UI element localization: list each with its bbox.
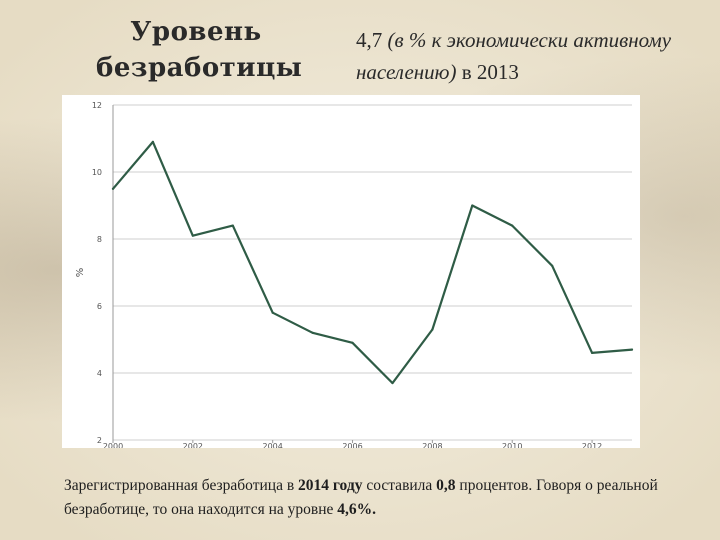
caption-real-value: 4,6%. (337, 501, 377, 518)
y-tick-label: 4 (97, 369, 102, 378)
data-point (431, 328, 434, 331)
caption-part-3: процентов. Говоря о реальной безработице… (64, 477, 658, 518)
data-point (551, 264, 554, 267)
data-point (590, 351, 594, 354)
y-tick-label: 8 (97, 235, 102, 244)
title-line-2: безработицы (96, 53, 303, 83)
data-point (391, 381, 394, 385)
x-tick-label: 2002 (183, 442, 203, 448)
x-tick-label: 2012 (582, 442, 602, 448)
data-point (151, 140, 155, 143)
data-point (271, 311, 274, 314)
data-point (311, 331, 314, 334)
title-line-1: Уровень (130, 17, 262, 47)
caption-registered-value: 0,8 (436, 477, 456, 494)
page-title: Уровень безработицы (96, 14, 303, 86)
page-subtitle: 4,7 (в % к экономически активному населе… (356, 24, 696, 88)
x-tick-label: 2006 (342, 442, 362, 448)
chart-panel: 2 4 6 8 10 12 2000 2002 2004 2006 2008 2010 2012% (62, 95, 640, 451)
x-tick-label: 2008 (422, 442, 442, 448)
data-point (191, 234, 194, 237)
subtitle-suffix: в 2013 (461, 60, 519, 84)
data-point (231, 224, 234, 227)
data-point (351, 341, 354, 344)
data-point (111, 187, 115, 190)
y-tick-label: 2 (97, 436, 102, 445)
caption-part-1: Зарегистрированная безработица в (64, 477, 299, 494)
data-point (471, 204, 474, 207)
data-point (630, 348, 634, 351)
subtitle-unit: (в % к экономически активному населению) (356, 28, 672, 84)
x-tick-label: 2010 (502, 442, 522, 448)
line-chart: 2 4 6 8 10 12 2000 2002 2004 2006 2008 2010 2012% (75, 101, 634, 451)
y-tick-label: 6 (97, 302, 102, 311)
caption-part-2: составила (362, 477, 437, 494)
x-tick-label: 2004 (263, 442, 283, 448)
data-point (511, 224, 514, 227)
caption: Зарегистрированная безработица в 2014 го… (64, 474, 704, 522)
y-tick-label: 12 (92, 101, 102, 110)
x-tick-label: 2000 (103, 442, 123, 448)
caption-year: 2014 году (298, 477, 363, 494)
y-axis-label: % (75, 268, 86, 278)
y-tick-label: 10 (92, 168, 102, 177)
unemployment-series-line (111, 140, 634, 385)
subtitle-value: 4,7 (356, 28, 383, 52)
